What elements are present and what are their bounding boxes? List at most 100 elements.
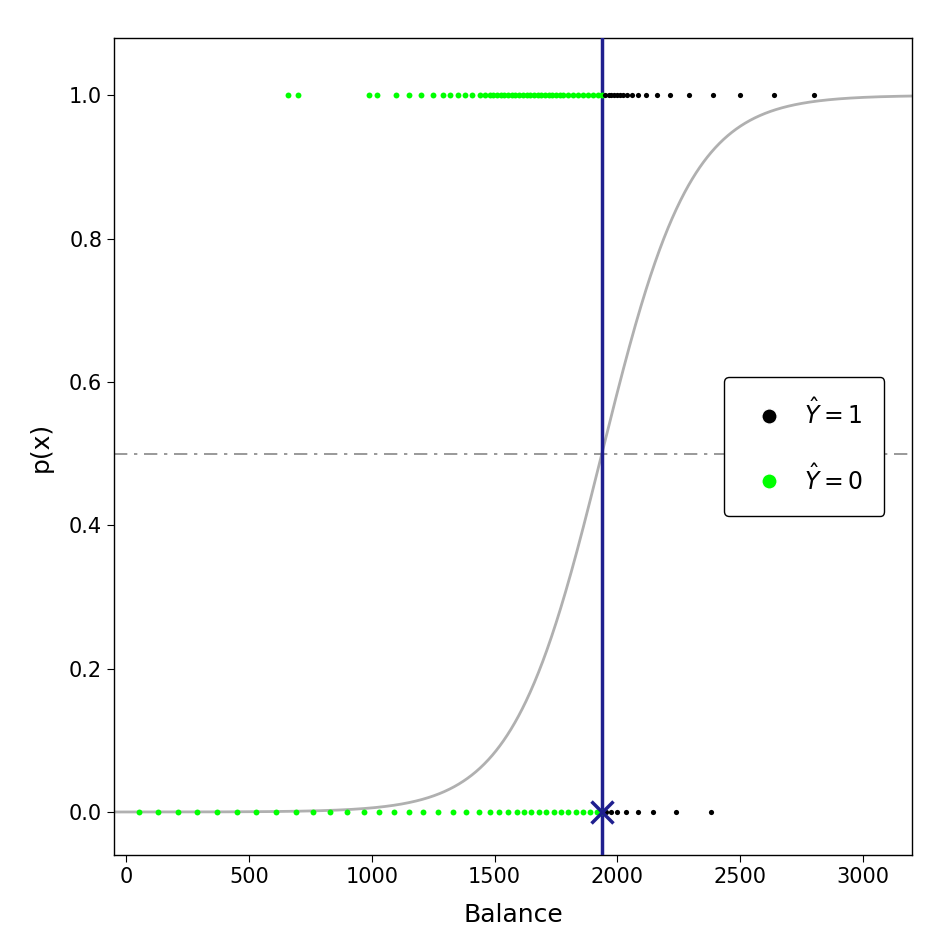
Point — [534, 87, 549, 103]
Point — [603, 87, 618, 103]
Point — [624, 87, 639, 103]
Point — [465, 87, 480, 103]
Point — [598, 805, 614, 820]
Point — [517, 805, 532, 820]
Point — [401, 87, 416, 103]
Point — [616, 87, 631, 103]
Point — [497, 87, 512, 103]
Point — [609, 87, 624, 103]
Point — [576, 805, 591, 820]
Point — [568, 805, 583, 820]
Point — [531, 805, 546, 820]
Point — [519, 87, 534, 103]
Point — [732, 87, 748, 103]
Point — [631, 805, 646, 820]
Point — [618, 805, 634, 820]
Point — [501, 805, 516, 820]
Point — [612, 87, 627, 103]
Point — [170, 805, 185, 820]
Point — [767, 87, 782, 103]
Point — [807, 87, 822, 103]
Point — [511, 87, 526, 103]
Point — [501, 87, 516, 103]
Point — [281, 87, 296, 103]
Point — [585, 87, 600, 103]
Point — [131, 805, 146, 820]
Point — [482, 805, 497, 820]
Point — [151, 805, 166, 820]
Point — [548, 87, 563, 103]
Point — [459, 805, 474, 820]
Point — [492, 805, 507, 820]
Point — [645, 805, 660, 820]
Point — [401, 805, 416, 820]
Point — [538, 87, 553, 103]
Point — [560, 87, 576, 103]
Point — [576, 87, 591, 103]
Point — [269, 805, 284, 820]
Point — [362, 87, 377, 103]
Point — [552, 87, 567, 103]
Point — [594, 805, 609, 820]
Point — [601, 87, 617, 103]
Point — [541, 87, 556, 103]
Point — [526, 87, 542, 103]
Point — [662, 87, 677, 103]
Point — [681, 87, 696, 103]
Point — [631, 87, 646, 103]
Point — [305, 805, 320, 820]
Point — [458, 87, 473, 103]
Point — [482, 87, 497, 103]
Point — [485, 87, 501, 103]
Point — [387, 805, 402, 820]
Point — [706, 87, 721, 103]
Point — [443, 87, 458, 103]
Point — [560, 805, 576, 820]
Point — [580, 87, 596, 103]
Point — [508, 87, 523, 103]
Point — [493, 87, 508, 103]
Point — [430, 805, 446, 820]
Point — [446, 805, 461, 820]
Point — [288, 805, 303, 820]
Point — [523, 805, 539, 820]
Point — [619, 87, 635, 103]
Point — [435, 87, 450, 103]
Point — [450, 87, 465, 103]
Point — [370, 87, 385, 103]
Point — [416, 805, 431, 820]
Point — [249, 805, 264, 820]
Point — [504, 87, 520, 103]
Point — [509, 805, 524, 820]
Point — [544, 87, 560, 103]
Point — [522, 87, 538, 103]
Point — [582, 805, 598, 820]
Point — [472, 87, 487, 103]
Point — [565, 87, 580, 103]
Point — [546, 805, 561, 820]
Point — [669, 805, 684, 820]
Point — [291, 87, 306, 103]
Point — [322, 805, 337, 820]
Point — [603, 805, 618, 820]
Point — [426, 87, 441, 103]
Point — [649, 87, 664, 103]
Point — [210, 805, 225, 820]
Point — [413, 87, 428, 103]
Point — [590, 805, 605, 820]
Point — [570, 87, 585, 103]
Point — [190, 805, 205, 820]
Point — [340, 805, 355, 820]
Y-axis label: p(x): p(x) — [28, 422, 52, 471]
Point — [471, 805, 486, 820]
Point — [389, 87, 404, 103]
Point — [556, 87, 571, 103]
Point — [703, 805, 718, 820]
Point — [489, 87, 504, 103]
Point — [598, 87, 613, 103]
Point — [357, 805, 372, 820]
Point — [371, 805, 387, 820]
Point — [606, 87, 621, 103]
Point — [553, 805, 568, 820]
Legend: $\hat{Y} = 1$, $\hat{Y} = 0$: $\hat{Y} = 1$, $\hat{Y} = 0$ — [724, 377, 884, 516]
